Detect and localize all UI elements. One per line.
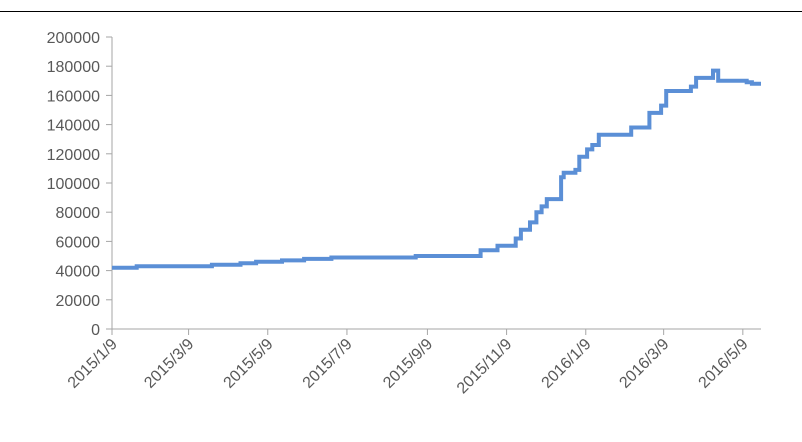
y-tick-label: 40000 [56,264,101,281]
top-divider [0,11,802,12]
y-axis: 0 20000 40000 60000 80000 100000 120000 140000 1… [47,30,113,339]
x-tick-label: 2015/5/9 [221,336,277,392]
y-tick-label: 100000 [47,176,100,193]
x-tick-label: 2016/1/9 [539,336,595,392]
x-tick-label: 2015/11/9 [454,336,516,398]
x-tick-label: 2016/5/9 [696,336,752,392]
series-group [112,68,761,270]
x-tick-label: 2015/7/9 [300,336,356,392]
x-axis: 2015/1/9 2015/3/9 2015/5/9 2015/7/9 2015/9/9… [65,328,761,398]
y-tick-label: 120000 [47,147,100,164]
x-tick-label: 2016/3/9 [616,336,672,392]
y-tick-label: 80000 [56,205,101,222]
x-tick-label: 2015/3/9 [141,336,197,392]
y-tick-label: 0 [91,322,100,339]
x-tick-label: 2015/1/9 [65,336,121,392]
x-tick-label: 2015/9/9 [380,336,436,392]
y-tick-label: 200000 [47,30,100,47]
y-tick-label: 20000 [56,293,101,310]
y-tick-label: 160000 [47,88,100,105]
y-tick-label: 140000 [47,118,100,135]
y-tick-label: 180000 [47,59,100,76]
series-line [112,68,761,270]
y-tick-label: 60000 [56,234,101,251]
